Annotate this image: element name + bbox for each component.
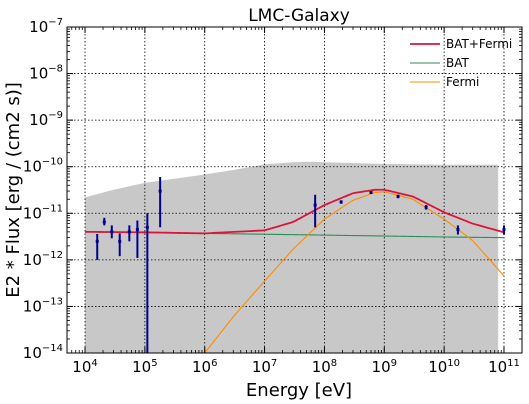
data-marker bbox=[396, 194, 400, 198]
data-marker bbox=[95, 239, 99, 243]
data-marker bbox=[339, 200, 343, 204]
legend-label: BAT+Fermi bbox=[446, 37, 512, 51]
data-marker bbox=[369, 190, 373, 194]
data-marker bbox=[502, 227, 506, 231]
y-tick-label: 10−7 bbox=[29, 17, 63, 36]
data-point bbox=[110, 225, 114, 239]
confidence-band bbox=[85, 161, 499, 353]
data-marker bbox=[127, 230, 131, 234]
series-line-bat-fermi bbox=[85, 188, 505, 235]
data-marker bbox=[456, 227, 460, 231]
x-tick-label: 107 bbox=[252, 358, 277, 376]
x-axis-label: Energy [eV] bbox=[246, 380, 352, 401]
data-marker bbox=[118, 239, 122, 243]
data-point bbox=[158, 177, 162, 228]
x-tick-label: 1010 bbox=[428, 358, 460, 376]
y-tick-label: 10−9 bbox=[29, 110, 63, 129]
data-point bbox=[502, 225, 506, 235]
y-axis-label: E2 * Flux [erg / (cm2 s)] bbox=[3, 82, 24, 298]
plot-frame bbox=[66, 26, 523, 354]
data-point bbox=[396, 194, 400, 199]
data-point bbox=[118, 233, 122, 257]
data-marker bbox=[424, 205, 428, 209]
data-point bbox=[127, 225, 131, 242]
data-marker bbox=[102, 220, 106, 224]
y-tick-label: 10−10 bbox=[23, 157, 63, 176]
legend-label: BAT bbox=[446, 56, 470, 70]
y-tick-label: 10−11 bbox=[23, 203, 63, 222]
legend: BAT+Fermi BAT Fermi bbox=[410, 37, 512, 89]
data-point bbox=[369, 190, 373, 194]
series-line-fermi bbox=[204, 191, 505, 353]
data-point bbox=[95, 233, 99, 260]
x-tick-label: 109 bbox=[372, 358, 397, 376]
x-tick-label: 104 bbox=[72, 358, 97, 376]
chart-title: LMC-Galaxy bbox=[248, 6, 350, 26]
data-marker bbox=[158, 189, 162, 193]
data-point bbox=[424, 205, 428, 210]
legend-label: Fermi bbox=[446, 75, 479, 89]
y-tick-label: 10−12 bbox=[23, 250, 63, 269]
data-point bbox=[456, 225, 460, 235]
data-marker bbox=[313, 203, 317, 207]
data-point bbox=[339, 200, 343, 204]
data-marker bbox=[135, 227, 139, 231]
data-point bbox=[135, 220, 139, 258]
y-tick-label: 10−8 bbox=[29, 64, 63, 83]
x-tick-label: 106 bbox=[192, 358, 217, 376]
data-point bbox=[145, 213, 149, 353]
data-marker bbox=[110, 230, 114, 234]
y-tick-label: 10−13 bbox=[23, 296, 63, 315]
x-tick-label: 1011 bbox=[488, 358, 520, 376]
y-tick-label: 10−14 bbox=[23, 343, 63, 362]
data-marker bbox=[145, 225, 149, 229]
data-point bbox=[313, 194, 317, 228]
x-tick-label: 105 bbox=[132, 358, 157, 376]
x-tick-label: 108 bbox=[312, 358, 337, 376]
data-point bbox=[102, 217, 106, 226]
